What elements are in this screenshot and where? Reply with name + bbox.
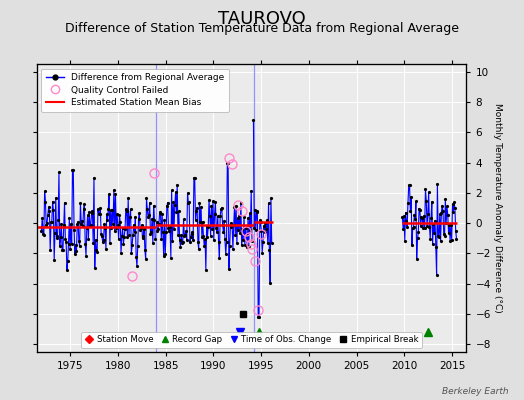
Legend: Station Move, Record Gap, Time of Obs. Change, Empirical Break: Station Move, Record Gap, Time of Obs. C… bbox=[81, 332, 422, 348]
Text: Berkeley Earth: Berkeley Earth bbox=[442, 387, 508, 396]
Y-axis label: Monthly Temperature Anomaly Difference (°C): Monthly Temperature Anomaly Difference (… bbox=[493, 103, 502, 313]
Text: TAUROVO: TAUROVO bbox=[218, 10, 306, 28]
Text: Difference of Station Temperature Data from Regional Average: Difference of Station Temperature Data f… bbox=[65, 22, 459, 35]
